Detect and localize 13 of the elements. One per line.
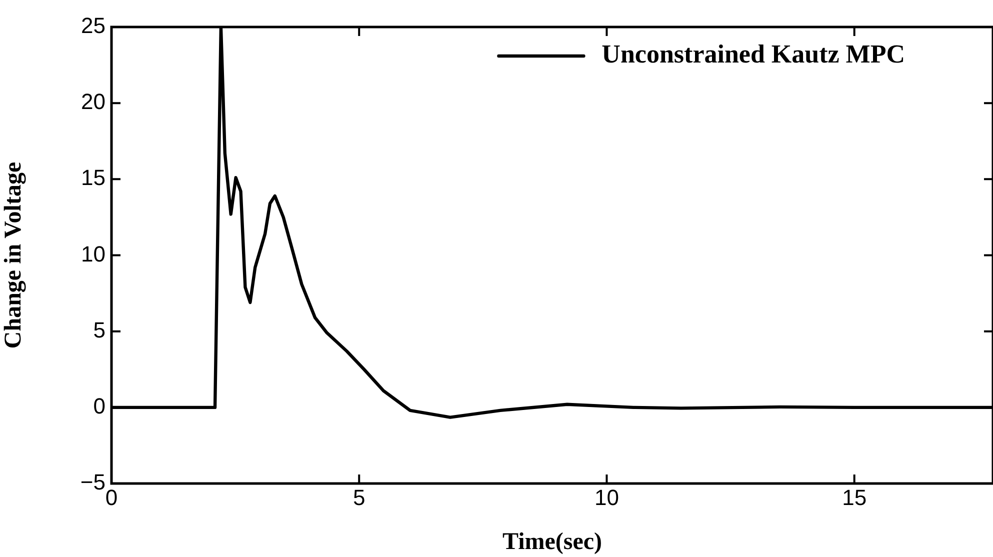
y-tick-label: −5 <box>80 470 106 495</box>
y-tick-label: 15 <box>81 165 106 190</box>
y-tick-label: 10 <box>81 241 106 266</box>
y-axis-title: Change in Voltage <box>0 162 27 349</box>
x-tick-label: 10 <box>594 484 619 510</box>
y-tick-label: 5 <box>93 317 106 342</box>
legend-label: Unconstrained Kautz MPC <box>602 40 906 69</box>
x-tick-label: 5 <box>352 484 366 510</box>
y-tick-label: 0 <box>93 393 106 418</box>
y-tick-label: 25 <box>81 13 106 38</box>
y-tick-label: 20 <box>81 89 106 114</box>
x-axis-title: Time(sec) <box>502 528 602 555</box>
x-tick-label: 15 <box>842 484 867 510</box>
